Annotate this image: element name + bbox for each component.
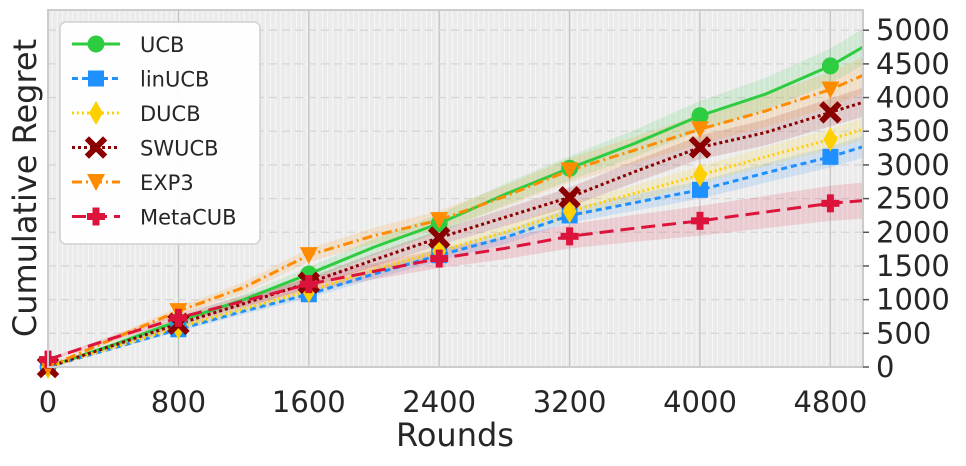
data-point-marker <box>558 186 581 209</box>
marker-stroke <box>688 136 712 159</box>
y-tick-label: 2000 <box>876 215 950 249</box>
legend-label: SWUCB <box>140 137 219 161</box>
marker-bar <box>566 227 574 246</box>
y-axis-title: Cumulative Regret <box>6 39 44 337</box>
legend-label: EXP3 <box>140 171 194 195</box>
marker-bar <box>92 207 100 226</box>
data-point-marker <box>562 199 577 224</box>
marker-bar <box>305 275 313 294</box>
data-point-marker <box>299 275 318 294</box>
series-lines <box>48 45 863 367</box>
marker-stroke <box>84 136 108 159</box>
confidence-band <box>48 118 863 367</box>
series-markers <box>36 57 842 379</box>
legend-marker <box>87 174 105 191</box>
data-point-marker <box>560 162 579 180</box>
y-tick-label: 0 <box>876 350 894 384</box>
data-point-marker <box>427 226 451 249</box>
series-line <box>48 145 863 367</box>
x-tick-label: 1600 <box>272 385 346 419</box>
y-tick-label: 4500 <box>876 47 950 81</box>
data-point-marker <box>430 249 449 268</box>
y-tick-label: 500 <box>876 316 931 350</box>
legend-marker <box>89 101 103 125</box>
marker-stroke <box>558 186 581 209</box>
marker-stroke <box>819 101 842 124</box>
legend-marker <box>87 207 105 226</box>
legend-label: linUCB <box>140 68 209 92</box>
data-point-marker <box>169 308 188 327</box>
x-tick-label: 4800 <box>793 385 867 419</box>
marker-bar <box>174 308 182 327</box>
data-point-marker <box>691 211 709 230</box>
legend-label: UCB <box>140 33 184 57</box>
series-line <box>48 45 863 367</box>
data-point-marker <box>822 148 839 165</box>
data-point-marker <box>823 127 838 152</box>
legend-marker <box>87 35 105 53</box>
confidence-band <box>48 182 863 361</box>
x-tick-label: 800 <box>151 385 206 419</box>
marker-stroke <box>427 226 451 249</box>
series-line <box>48 199 863 362</box>
y-tick-label: 5000 <box>876 13 950 47</box>
x-tick-label: 2400 <box>402 385 476 419</box>
y-tick-label: 4000 <box>876 81 950 115</box>
legend-marker <box>84 136 108 159</box>
series-line <box>48 100 863 367</box>
legend-box <box>59 21 261 245</box>
data-point-marker <box>821 194 840 213</box>
y-tick-label: 1500 <box>876 249 950 283</box>
x-tick-label: 0 <box>39 385 57 419</box>
data-point-marker <box>430 212 449 230</box>
data-point-marker <box>691 107 709 125</box>
series-line <box>48 127 863 367</box>
y-tick-label: 2500 <box>876 182 950 216</box>
y-tick-label: 3000 <box>876 148 950 182</box>
x-axis-title: Rounds <box>396 416 514 454</box>
data-point-marker <box>821 81 840 99</box>
marker-bar <box>826 194 834 213</box>
data-point-marker <box>819 101 842 124</box>
data-point-marker <box>688 136 712 159</box>
marker-bar <box>696 211 704 230</box>
legend-label: DUCB <box>140 102 201 126</box>
legend-marker <box>88 70 104 87</box>
marker-bar <box>435 249 443 268</box>
data-point-marker <box>299 247 318 265</box>
data-point-marker <box>821 57 839 75</box>
y-tick-label: 3500 <box>876 114 950 148</box>
x-axis-ticks: 0 800 1600 2400 3200 4000 4800 <box>39 385 868 419</box>
data-point-marker <box>691 121 709 139</box>
legend: UCB linUCB DUCB SWUCB EXP3 MetaCUB <box>59 21 261 245</box>
legend-label: MetaCUB <box>140 206 237 230</box>
x-tick-label: 4000 <box>663 385 737 419</box>
y-tick-label: 1000 <box>876 283 950 317</box>
x-tick-label: 3200 <box>533 385 607 419</box>
plot-frame <box>47 9 864 368</box>
data-point-marker <box>560 227 579 246</box>
data-point-marker <box>693 163 707 188</box>
data-point-marker <box>692 181 708 198</box>
